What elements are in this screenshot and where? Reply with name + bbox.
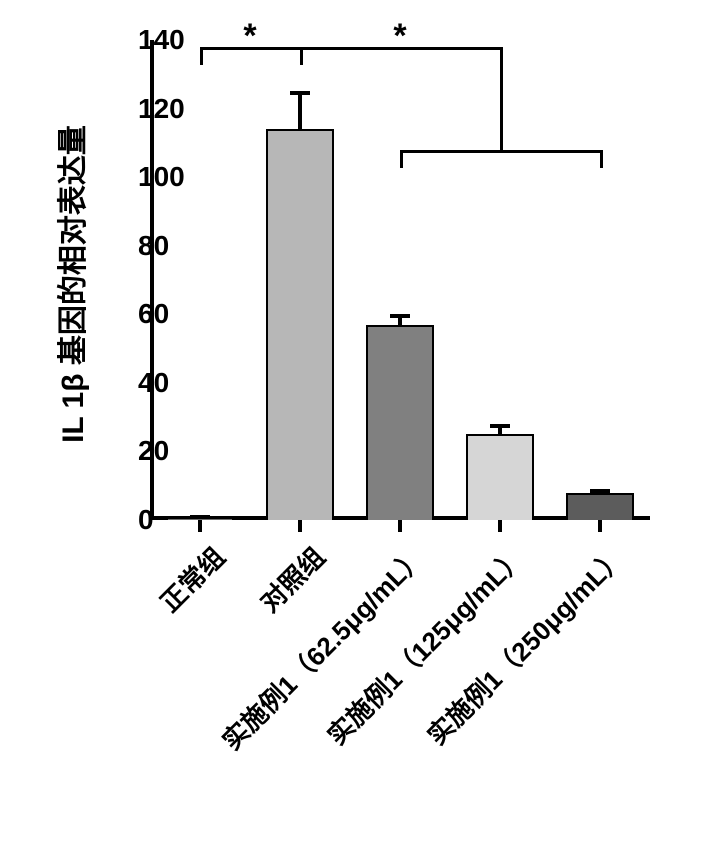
y-tick-label: 40 — [138, 367, 169, 399]
y-tick-label: 0 — [138, 504, 154, 536]
y-tick-label: 80 — [138, 230, 169, 262]
significance-star: * — [380, 17, 420, 56]
significance-line — [600, 150, 603, 168]
y-tick-label: 100 — [138, 161, 185, 193]
x-tick-label: 正常组 — [151, 538, 232, 619]
error-bar-cap — [290, 91, 310, 95]
x-tick-mark — [598, 520, 602, 532]
significance-line — [200, 47, 203, 65]
x-tick-label: 对照组 — [251, 538, 332, 619]
y-tick-label: 20 — [138, 435, 169, 467]
error-bar-cap — [590, 489, 610, 493]
bar — [566, 493, 634, 520]
bar — [266, 129, 334, 520]
y-tick-label: 140 — [138, 24, 185, 56]
significance-line — [400, 150, 403, 168]
error-bar-stem — [298, 91, 302, 129]
x-tick-mark — [198, 520, 202, 532]
error-bar-cap — [490, 424, 510, 428]
x-tick-mark — [498, 520, 502, 532]
bar — [466, 434, 534, 520]
error-bar-cap — [190, 515, 210, 519]
y-axis-label: IL 1β 基因的相对表达量 — [48, 44, 92, 524]
significance-line — [300, 47, 303, 65]
y-tick-label: 60 — [138, 298, 169, 330]
x-tick-mark — [398, 520, 402, 532]
bar — [366, 325, 434, 520]
figure-root: IL 1β 基因的相对表达量 020406080100120140正常组对照组实… — [0, 0, 721, 857]
significance-line — [500, 47, 503, 150]
y-tick-label: 120 — [138, 93, 185, 125]
error-bar-cap — [390, 314, 410, 318]
significance-line — [400, 150, 603, 153]
x-tick-mark — [298, 520, 302, 532]
significance-star: * — [230, 17, 270, 56]
